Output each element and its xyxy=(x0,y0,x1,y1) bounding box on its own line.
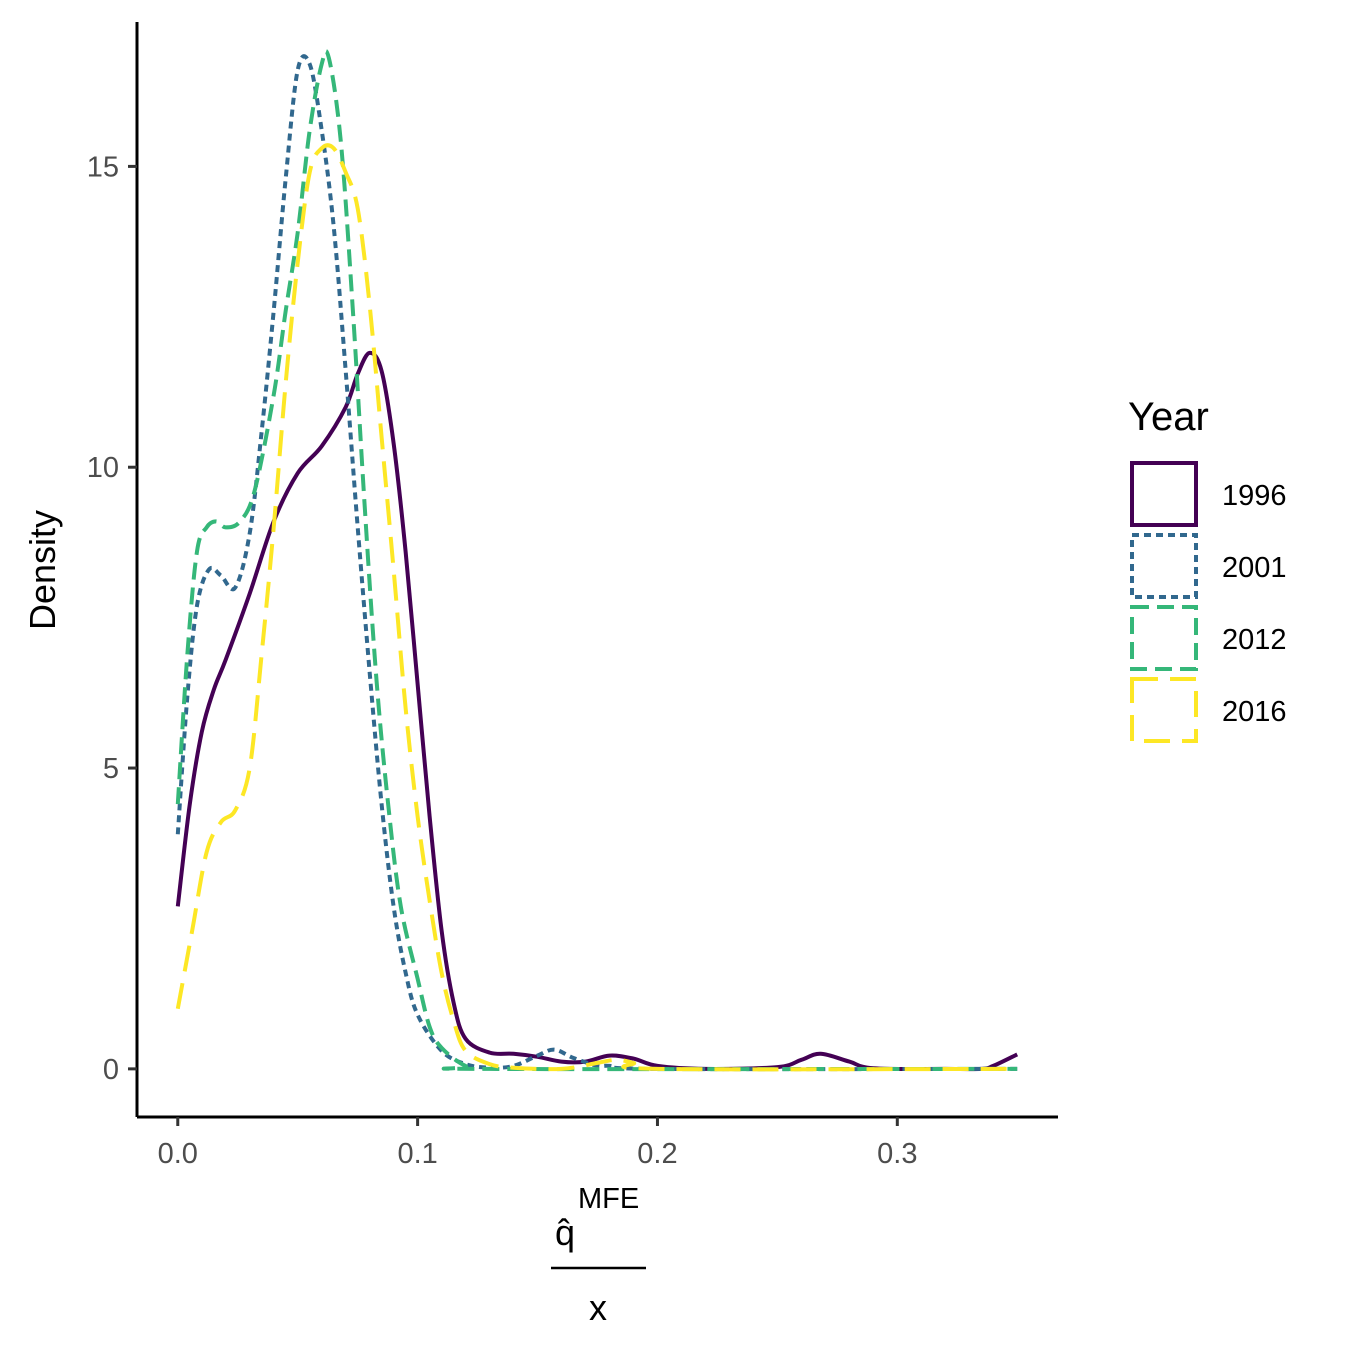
legend-label-2001: 2001 xyxy=(1222,552,1287,584)
legend-label-2016: 2016 xyxy=(1222,696,1287,728)
y-tick-label: 0 xyxy=(103,1054,119,1086)
x-tick-label: 0.0 xyxy=(158,1138,198,1170)
y-tick-label: 5 xyxy=(103,753,119,785)
y-tick-label: 10 xyxy=(87,452,119,484)
x-axis-title-denominator: x xyxy=(589,1287,607,1328)
legend: Year 1996 2001 2012 2016 xyxy=(1128,395,1287,743)
legend-key-2012 xyxy=(1130,605,1198,671)
x-tick-label: 0.3 xyxy=(877,1138,917,1170)
axes: 0 5 10 15 0.0 0.1 0.2 0.3 xyxy=(87,22,1058,1170)
y-tick-label: 15 xyxy=(87,151,119,183)
legend-key-2001 xyxy=(1130,533,1198,599)
x-ticks: 0.0 0.1 0.2 0.3 xyxy=(158,1117,917,1170)
legend-key-1996 xyxy=(1130,461,1198,527)
x-axis-title: q̂ MFE x xyxy=(551,1183,646,1328)
legend-label-1996: 1996 xyxy=(1222,480,1287,512)
legend-title: Year xyxy=(1128,395,1209,439)
y-ticks: 0 5 10 15 xyxy=(87,151,137,1086)
series-line-2001 xyxy=(175,54,1018,1072)
x-axis-title-superscript: MFE xyxy=(578,1183,639,1215)
legend-entries: 1996 2001 2012 2016 xyxy=(1130,461,1287,743)
series-line-1996 xyxy=(175,350,1019,1072)
series-line-2016 xyxy=(175,143,1018,1072)
legend-key-2016 xyxy=(1130,677,1198,743)
x-tick-label: 0.1 xyxy=(397,1138,437,1170)
x-tick-label: 0.2 xyxy=(637,1138,677,1170)
series-line-2012 xyxy=(175,49,1018,1072)
plot-series xyxy=(175,49,1019,1072)
y-axis-title: Density xyxy=(22,510,63,630)
legend-label-2012: 2012 xyxy=(1222,624,1287,656)
x-axis-title-numerator: q̂ xyxy=(555,1212,575,1253)
